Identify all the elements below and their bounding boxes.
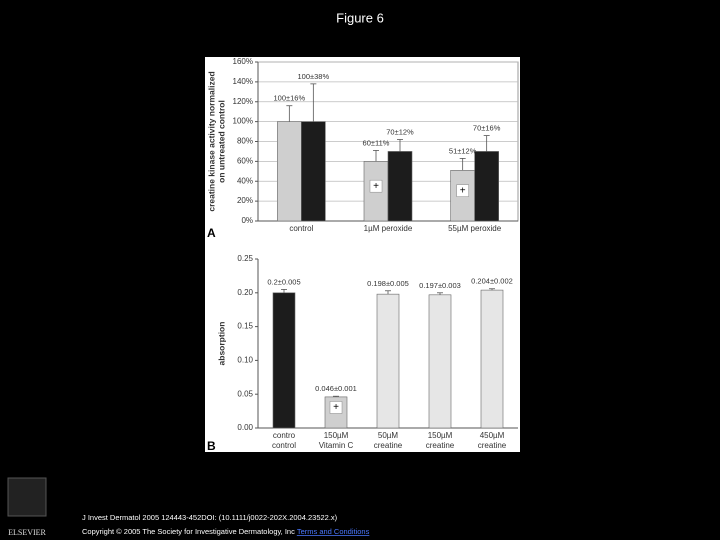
value-label: 51±12% (449, 146, 477, 155)
error-bar (483, 135, 490, 152)
bar (277, 121, 302, 222)
bar (376, 293, 400, 429)
y-axis-label: absorption (216, 322, 226, 366)
annotation-box (456, 184, 469, 197)
x-tick-label-line: 150µM (428, 431, 453, 440)
x-tick-label-line: 450µM (480, 431, 505, 440)
x-tick-label: contro control (272, 431, 296, 450)
x-tick-label-line: 150µM (324, 431, 349, 440)
error-bar (373, 150, 379, 162)
annotation-box (329, 401, 343, 414)
y-tick-label: 20% (237, 196, 253, 205)
x-tick-label: 150µM creatine (426, 431, 455, 450)
copyright: Copyright © 2005 The Society for Investi… (82, 527, 370, 536)
y-tick-label: 140% (233, 77, 253, 86)
annotation-box (369, 179, 383, 193)
y-tick-label: 40% (237, 176, 253, 185)
x-tick-label-line: creatine (426, 441, 455, 450)
y-tick-label: 160% (233, 57, 253, 66)
y-axis-label: on untreated control (216, 100, 226, 183)
annotation: + (333, 402, 339, 413)
value-label: 60±11% (363, 138, 390, 147)
y-tick-label: 80% (237, 137, 253, 146)
x-tick-label: 150µM Vitamin C (319, 431, 354, 450)
bar (387, 151, 413, 222)
citation: J Invest Dermatol 2005 124443-452DOI: (1… (82, 513, 338, 522)
logo-text: ELSEVIER (8, 528, 46, 537)
error-bar (333, 395, 339, 397)
value-label: 0.198±0.005 (367, 279, 409, 288)
x-tick-label-line: creatine (374, 441, 403, 450)
y-tick-label: 0.15 (237, 322, 253, 331)
panel-label: A (207, 226, 216, 240)
y-tick-label: 60% (237, 156, 253, 165)
x-tick-label: 55µM peroxide (448, 224, 502, 233)
x-tick-label-line: creatine (478, 441, 507, 450)
error-bar (385, 290, 391, 295)
panel-label: B (207, 439, 216, 453)
x-tick-label-line: 50µM (378, 431, 399, 440)
annotation: + (460, 185, 466, 196)
bar (480, 289, 504, 429)
logo-image (7, 477, 47, 517)
bar (301, 121, 326, 222)
x-tick-label-line: control (272, 441, 296, 450)
y-tick-label: 120% (233, 97, 253, 106)
annotation: + (373, 181, 379, 192)
y-tick-label: 0.20 (237, 288, 253, 297)
bar (474, 151, 499, 222)
error-bar (489, 288, 495, 291)
x-tick-label: 450µM creatine (478, 431, 507, 450)
copyright-text: Copyright © 2005 The Society for Investi… (82, 527, 295, 536)
terms-link[interactable]: Terms and Conditions (297, 527, 370, 536)
error-bar (437, 292, 443, 295)
value-label: 0.2±0.005 (267, 277, 300, 286)
y-tick-label: 100% (233, 117, 253, 126)
value-label: 0.046±0.001 (315, 384, 357, 393)
error-bar (286, 105, 293, 122)
x-tick-label-line: Vitamin C (319, 441, 354, 450)
bar (272, 292, 296, 429)
slide-title: Figure 6 (336, 10, 384, 25)
value-label: 70±12% (386, 127, 414, 136)
x-tick-label: 50µM creatine (374, 431, 403, 450)
value-label: 100±16% (274, 94, 306, 103)
y-tick-label: 0.25 (237, 254, 253, 263)
x-tick-label-line: contro (273, 431, 296, 440)
value-label: 100±38% (298, 72, 330, 81)
x-tick-label: control (289, 224, 313, 233)
error-bar (397, 139, 403, 152)
error-bar (310, 83, 317, 122)
y-tick-label: 0% (241, 216, 253, 225)
y-tick-label: 0.10 (237, 356, 253, 365)
y-tick-label: 0.00 (237, 423, 253, 432)
x-tick-label: 1µM peroxide (364, 224, 413, 233)
error-bar (281, 289, 287, 293)
y-axis-label: creatine kinase activity normalized (206, 71, 216, 211)
value-label: 0.204±0.002 (471, 277, 513, 286)
bar (428, 294, 452, 429)
value-label: 0.197±0.003 (419, 281, 461, 290)
error-bar (459, 157, 466, 171)
y-tick-label: 0.05 (237, 389, 253, 398)
value-label: 70±16% (473, 124, 501, 133)
